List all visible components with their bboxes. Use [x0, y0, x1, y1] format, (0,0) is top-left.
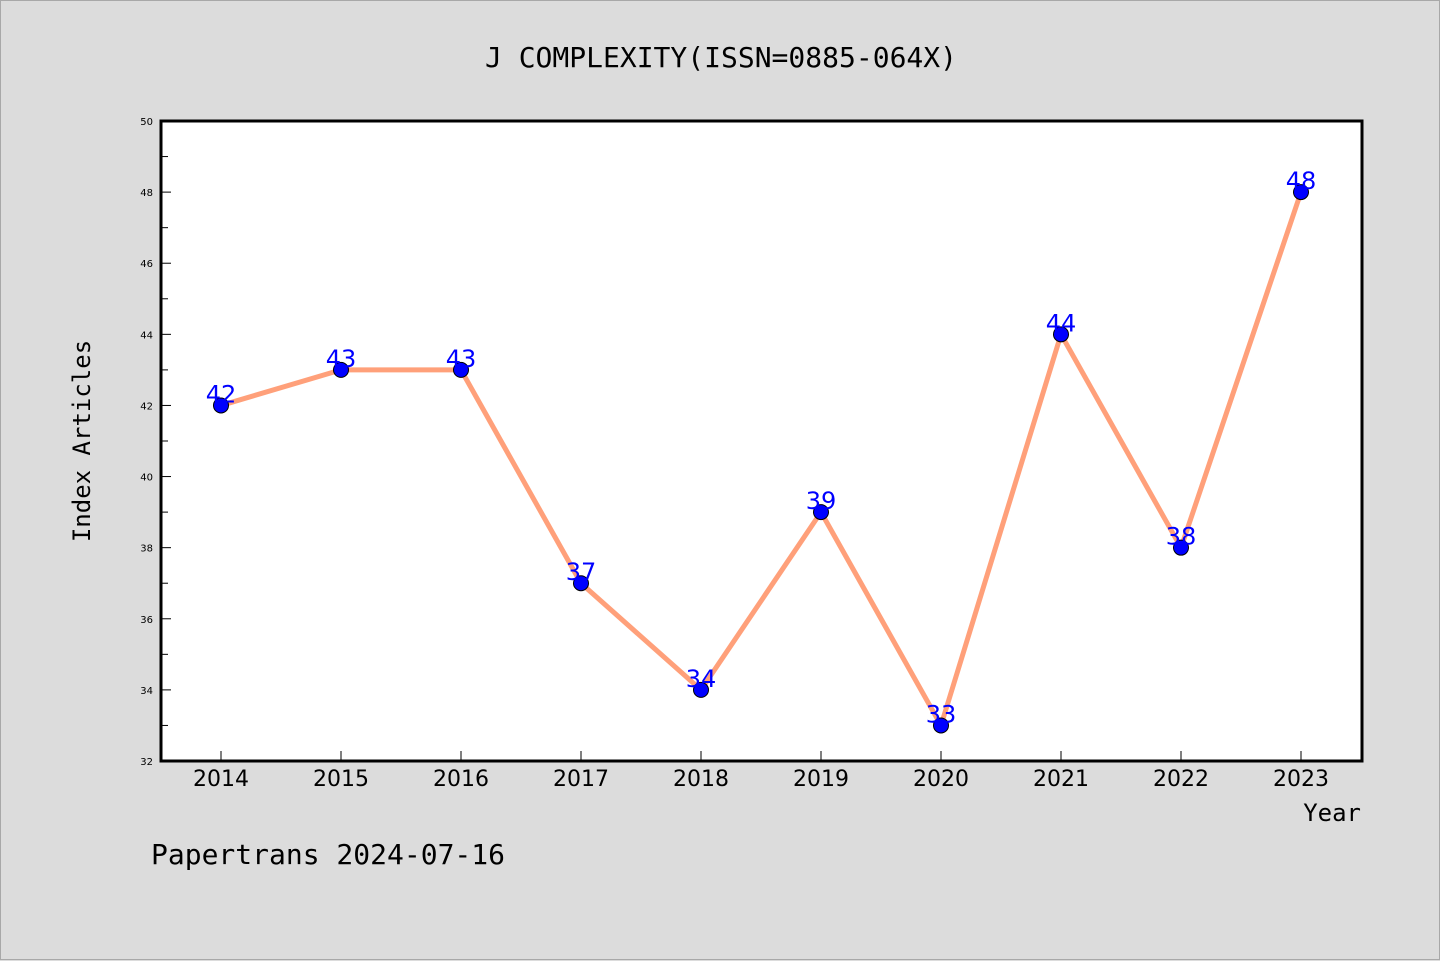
y-tick-label: 50: [140, 117, 153, 128]
y-tick-label: 32: [140, 757, 153, 768]
data-label: 48: [1286, 167, 1317, 195]
x-tick-label: 2021: [1033, 767, 1089, 792]
data-label: 33: [926, 700, 957, 728]
data-point: [453, 361, 469, 378]
x-tick-label: 2023: [1273, 767, 1329, 792]
x-tick-label: 2020: [913, 767, 969, 792]
data-point: [1173, 539, 1189, 556]
series-line-group: [218, 189, 1304, 728]
data-point: [693, 681, 709, 698]
series-line: [218, 189, 1304, 728]
y-tick-label: 46: [140, 259, 153, 270]
data-label: 38: [1166, 523, 1197, 551]
x-tick-label: 2022: [1153, 767, 1209, 792]
x-tick-label: 2014: [193, 767, 249, 792]
data-label: 34: [686, 665, 717, 693]
x-tick-label: 2019: [793, 767, 849, 792]
x-tick-label: 2018: [673, 767, 729, 792]
data-label: 37: [566, 558, 597, 586]
data-point: [333, 361, 349, 378]
footer-watermark: Papertrans 2024-07-16: [151, 838, 505, 871]
marker-group: [213, 184, 1309, 734]
data-point: [213, 397, 229, 414]
data-point: [813, 504, 829, 521]
x-tick-label: 2016: [433, 767, 489, 792]
data-label: 39: [806, 487, 837, 515]
data-point: [933, 717, 949, 734]
data-label: 44: [1046, 309, 1077, 337]
y-tick-label: 44: [140, 330, 153, 341]
y-tick-label: 42: [140, 401, 153, 412]
y-axis-title: Index Articles: [68, 340, 96, 542]
data-label-group: 42 43 43 37 34 39 33 44 38 48: [206, 167, 1317, 728]
x-tick-label: 2015: [313, 767, 369, 792]
data-label: 43: [326, 345, 357, 373]
y-tick-label: 38: [140, 544, 153, 555]
y-tick-label: 48: [140, 188, 153, 199]
y-tick-label: 36: [140, 615, 153, 626]
data-label: 43: [446, 345, 477, 373]
data-point: [573, 575, 589, 592]
data-label: 42: [206, 380, 237, 408]
x-axis-title: Year: [1303, 799, 1361, 827]
data-point: [1293, 184, 1309, 201]
x-axis: 2014 2015 2016 2017 2018 2019 2020 2021 2022 2023: [193, 751, 1329, 792]
plot-area: [159, 119, 1364, 763]
x-tick-label: 2017: [553, 767, 609, 792]
y-tick-label: 40: [140, 473, 153, 484]
y-tick-label: 34: [140, 686, 153, 697]
chart-title: J COMPLEXITY(ISSN=0885-064X): [485, 41, 957, 74]
y-axis: 32 34 36 38 40 42 44 46 48 50: [140, 117, 171, 768]
data-point: [1053, 326, 1069, 343]
